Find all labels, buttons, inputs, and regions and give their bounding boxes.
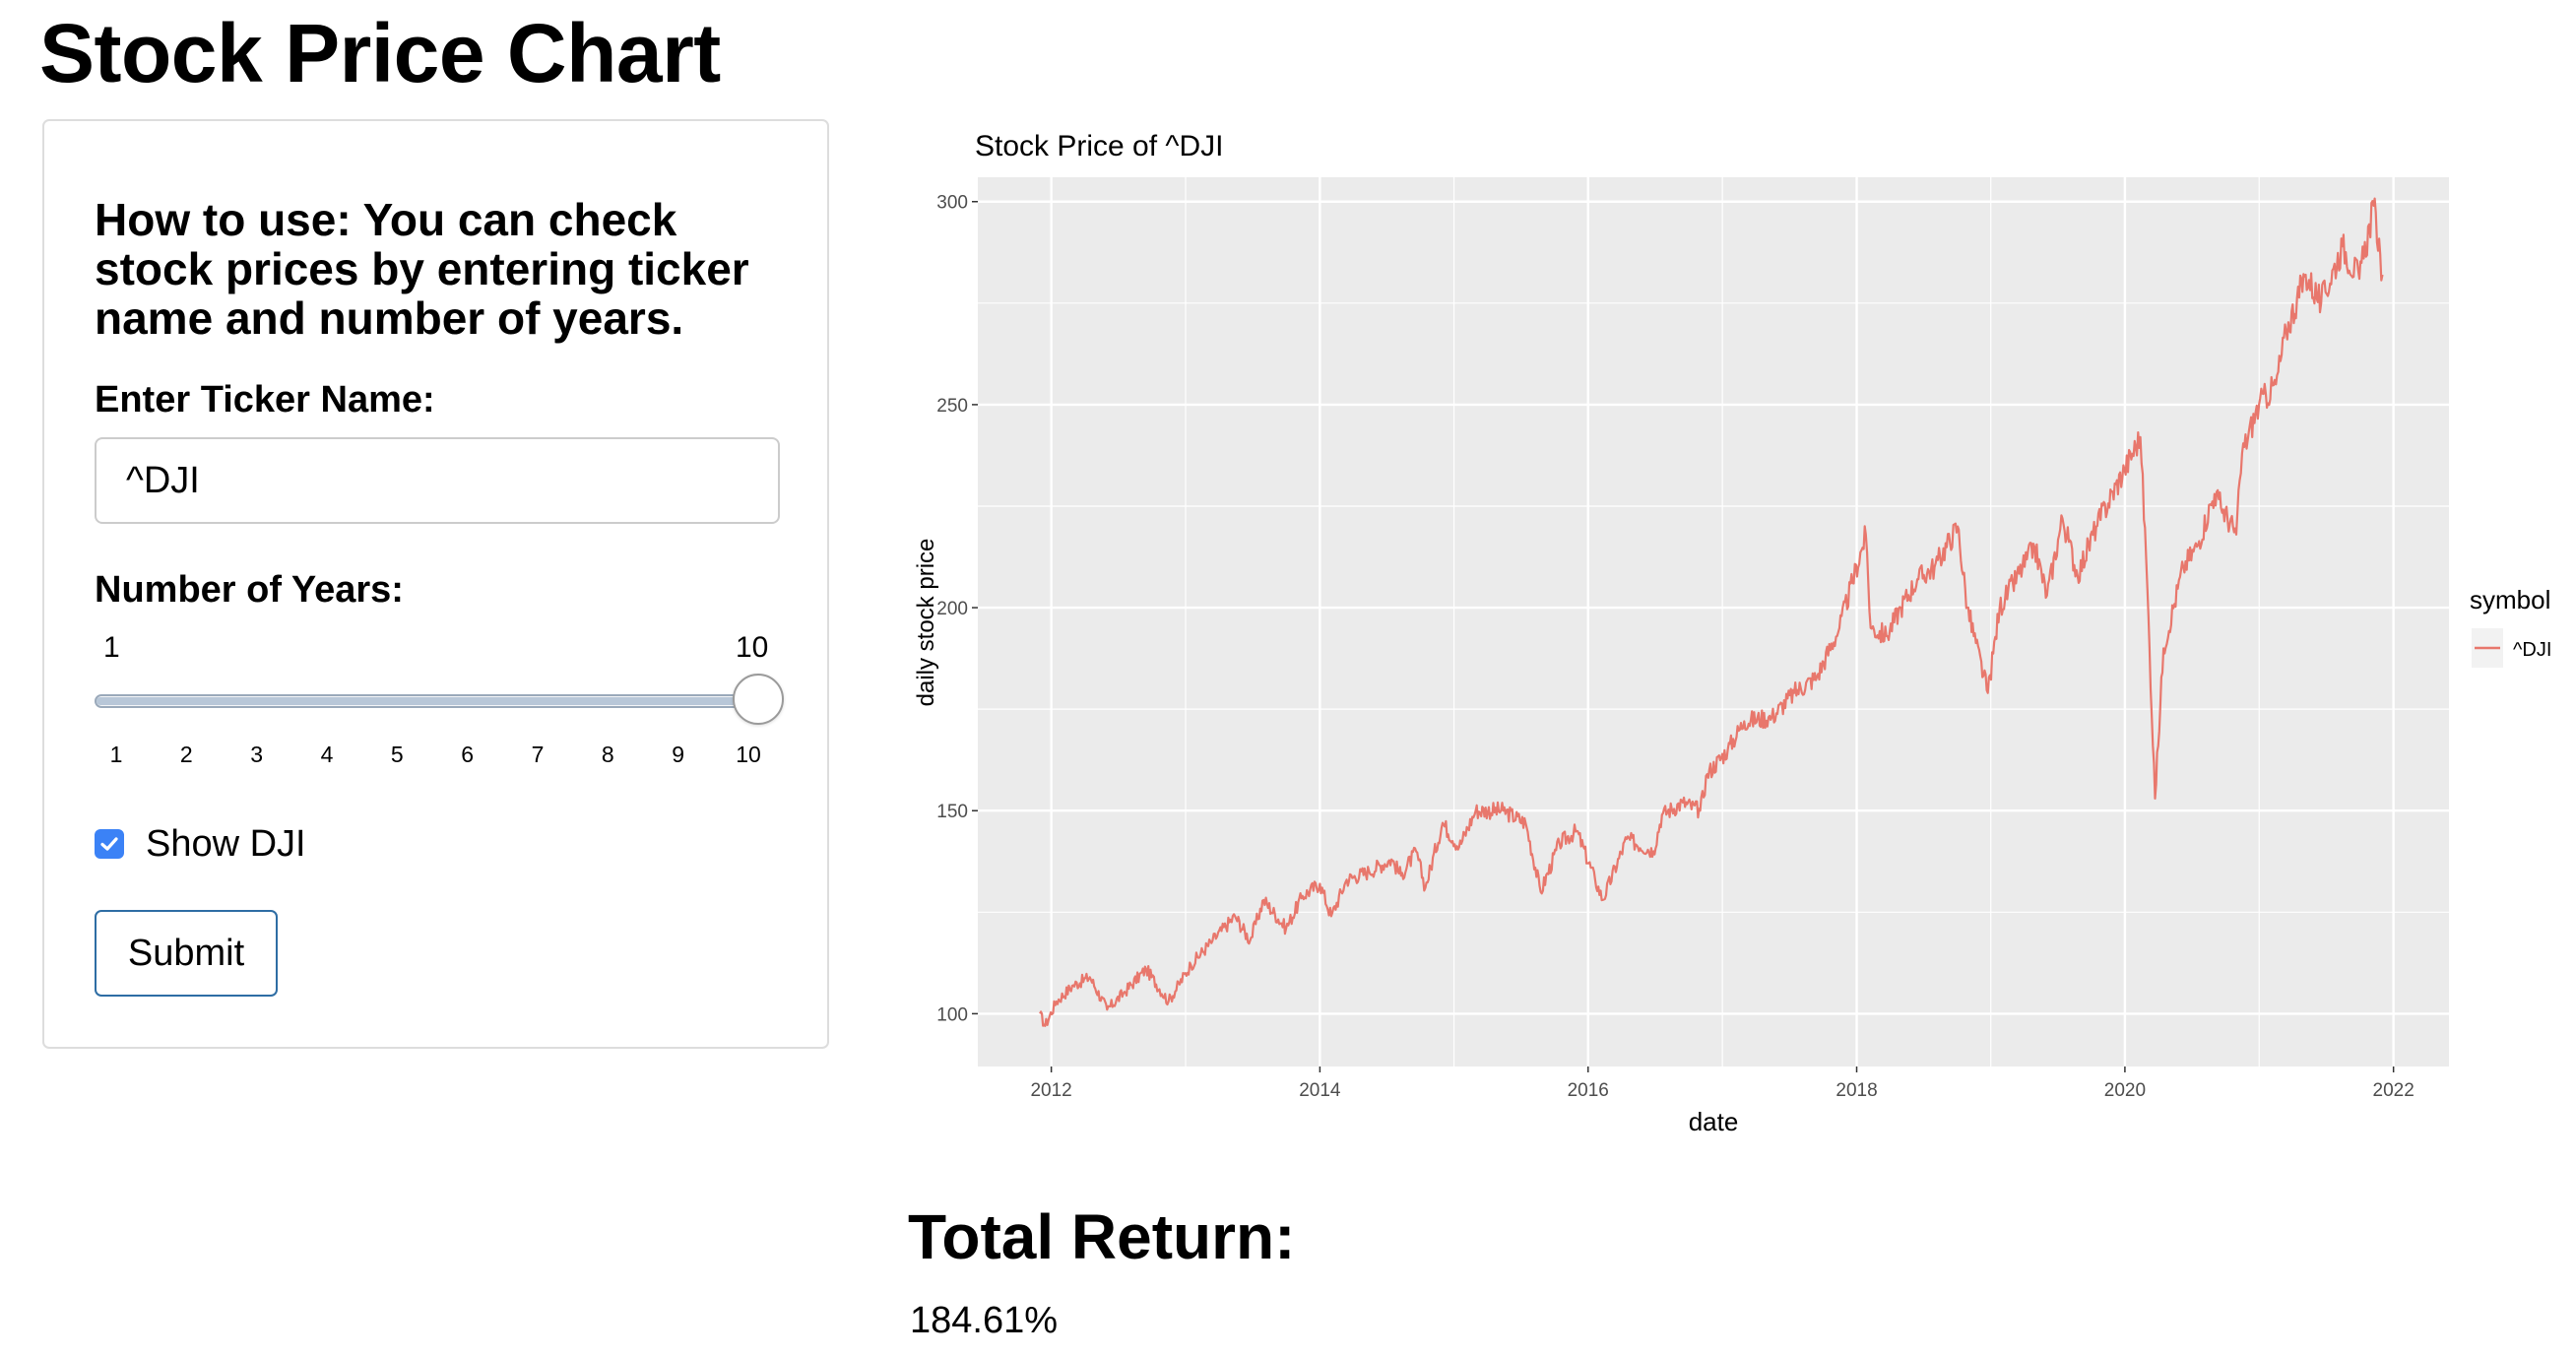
- checkmark-icon: [100, 837, 118, 851]
- legend-title: symbol: [2470, 585, 2550, 614]
- show-dji-label: Show DJI: [146, 822, 306, 865]
- slider-tick-label: 10: [736, 742, 761, 767]
- x-tick-label: 2016: [1568, 1080, 1609, 1101]
- years-slider-track[interactable]: [95, 694, 756, 708]
- y-tick-label: 250: [936, 396, 968, 417]
- ticker-input[interactable]: [95, 437, 780, 524]
- chart-svg: Stock Price of ^DJI 100 150 200 250 300 2012…: [913, 130, 2551, 1136]
- y-tick-label: 300: [936, 193, 968, 214]
- chart-y-label: daily stock price: [916, 539, 939, 707]
- chart-grid-major: [978, 177, 2449, 1066]
- slider-min-label: 1: [103, 631, 120, 664]
- slider-tick-label: 4: [320, 742, 334, 767]
- series-line-dji: [1039, 197, 2384, 1027]
- page-title: Stock Price Chart: [39, 7, 721, 99]
- chart-x-label: date: [1689, 1107, 1739, 1136]
- help-text: How to use: You can check stock prices b…: [95, 194, 749, 344]
- slider-tick-label: 7: [531, 742, 545, 767]
- slider-tick-label: 3: [250, 742, 264, 767]
- slider-tick-label: 6: [461, 742, 475, 767]
- chart-y-axis: 100 150 200 250 300: [936, 193, 978, 1025]
- years-slider-fill: [97, 697, 754, 705]
- years-label: Number of Years:: [95, 569, 404, 611]
- y-tick-label: 150: [936, 802, 968, 822]
- slider-value-label: 10: [736, 631, 769, 664]
- chart-grid-minor: [978, 177, 2449, 1066]
- chart-panel: [978, 177, 2449, 1066]
- submit-button[interactable]: Submit: [95, 910, 278, 997]
- years-slider-ticks: 1 2 3 4 5 6 7 8 9 10: [44, 742, 832, 781]
- slider-tick-label: 8: [601, 742, 614, 767]
- x-tick-label: 2020: [2104, 1080, 2146, 1101]
- stock-price-chart: Stock Price of ^DJI 100 150 200 250 300 2012…: [913, 118, 2576, 1162]
- slider-tick-label: 9: [672, 742, 685, 767]
- total-return-value: 184.61%: [910, 1300, 1059, 1341]
- x-tick-label: 2014: [1299, 1080, 1341, 1101]
- slider-tick-label: 5: [390, 742, 404, 767]
- show-dji-checkbox[interactable]: [95, 829, 124, 859]
- chart-title: Stock Price of ^DJI: [975, 130, 1223, 162]
- chart-x-axis: 2012 2014 2016 2018 2020 2022: [1030, 1066, 2415, 1101]
- y-tick-label: 100: [936, 1004, 968, 1025]
- ticker-label: Enter Ticker Name:: [95, 379, 435, 420]
- x-tick-label: 2012: [1030, 1080, 1071, 1101]
- slider-tick-label: 1: [109, 742, 123, 767]
- x-tick-label: 2018: [1835, 1080, 1877, 1101]
- show-dji-checkbox-row[interactable]: Show DJI: [95, 820, 306, 868]
- y-tick-label: 200: [936, 599, 968, 619]
- legend-label-dji: ^DJI: [2513, 639, 2551, 661]
- input-panel: How to use: You can check stock prices b…: [42, 119, 829, 1049]
- total-return-title: Total Return:: [908, 1201, 1296, 1272]
- slider-tick-label: 2: [179, 742, 193, 767]
- years-slider-handle[interactable]: [733, 674, 784, 725]
- x-tick-label: 2022: [2373, 1080, 2415, 1101]
